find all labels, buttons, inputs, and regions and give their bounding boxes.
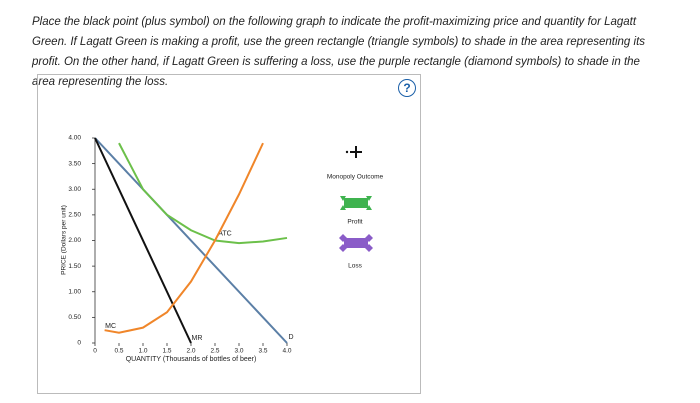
tool-label: Monopoly Outcome xyxy=(327,174,384,181)
y-tick-label: 0 xyxy=(77,340,81,347)
x-tick-label: 3.5 xyxy=(258,348,267,355)
y-tick-label: 2.50 xyxy=(68,212,81,219)
x-tick-label: 0.5 xyxy=(114,348,123,355)
x-tick-label: 0 xyxy=(93,348,97,355)
series-line xyxy=(104,142,264,334)
y-tick-label: 1.50 xyxy=(68,263,81,270)
series-label: D xyxy=(288,334,293,341)
y-tick-label: 2.00 xyxy=(68,237,81,244)
series-label: ATC xyxy=(218,230,231,237)
x-tick-label: 1.0 xyxy=(138,348,147,355)
series-line xyxy=(118,142,288,245)
y-tick-label: 3.50 xyxy=(68,160,81,167)
graph-panel xyxy=(37,74,421,394)
x-tick-label: 1.5 xyxy=(162,348,171,355)
series-line xyxy=(94,137,288,344)
series-label: MC xyxy=(105,323,116,330)
series-line xyxy=(94,137,192,344)
instructions: Place the black point (plus symbol) on t… xyxy=(32,16,646,88)
x-tick-label: 3.0 xyxy=(234,348,243,355)
x-tick-label: 4.0 xyxy=(282,348,291,355)
y-tick-label: 4.00 xyxy=(68,135,81,142)
tool-label: Loss xyxy=(348,263,362,270)
y-tick-label: 1.00 xyxy=(68,288,81,295)
y-tick-label: 0.50 xyxy=(68,314,81,321)
x-axis-title: QUANTITY (Thousands of bottles of beer) xyxy=(126,356,257,363)
y-axis-title: PRICE (Dollars per unit) xyxy=(61,205,68,275)
tool-label: Profit xyxy=(347,219,362,226)
help-button[interactable]: ? xyxy=(398,79,416,97)
tool-loss[interactable] xyxy=(339,234,373,252)
tool-profit[interactable] xyxy=(340,196,372,210)
series-label: MR xyxy=(192,335,203,342)
y-tick-label: 3.00 xyxy=(68,186,81,193)
x-tick-label: 2.5 xyxy=(210,348,219,355)
tool-plus[interactable] xyxy=(345,146,362,158)
x-tick-label: 2.0 xyxy=(186,348,195,355)
